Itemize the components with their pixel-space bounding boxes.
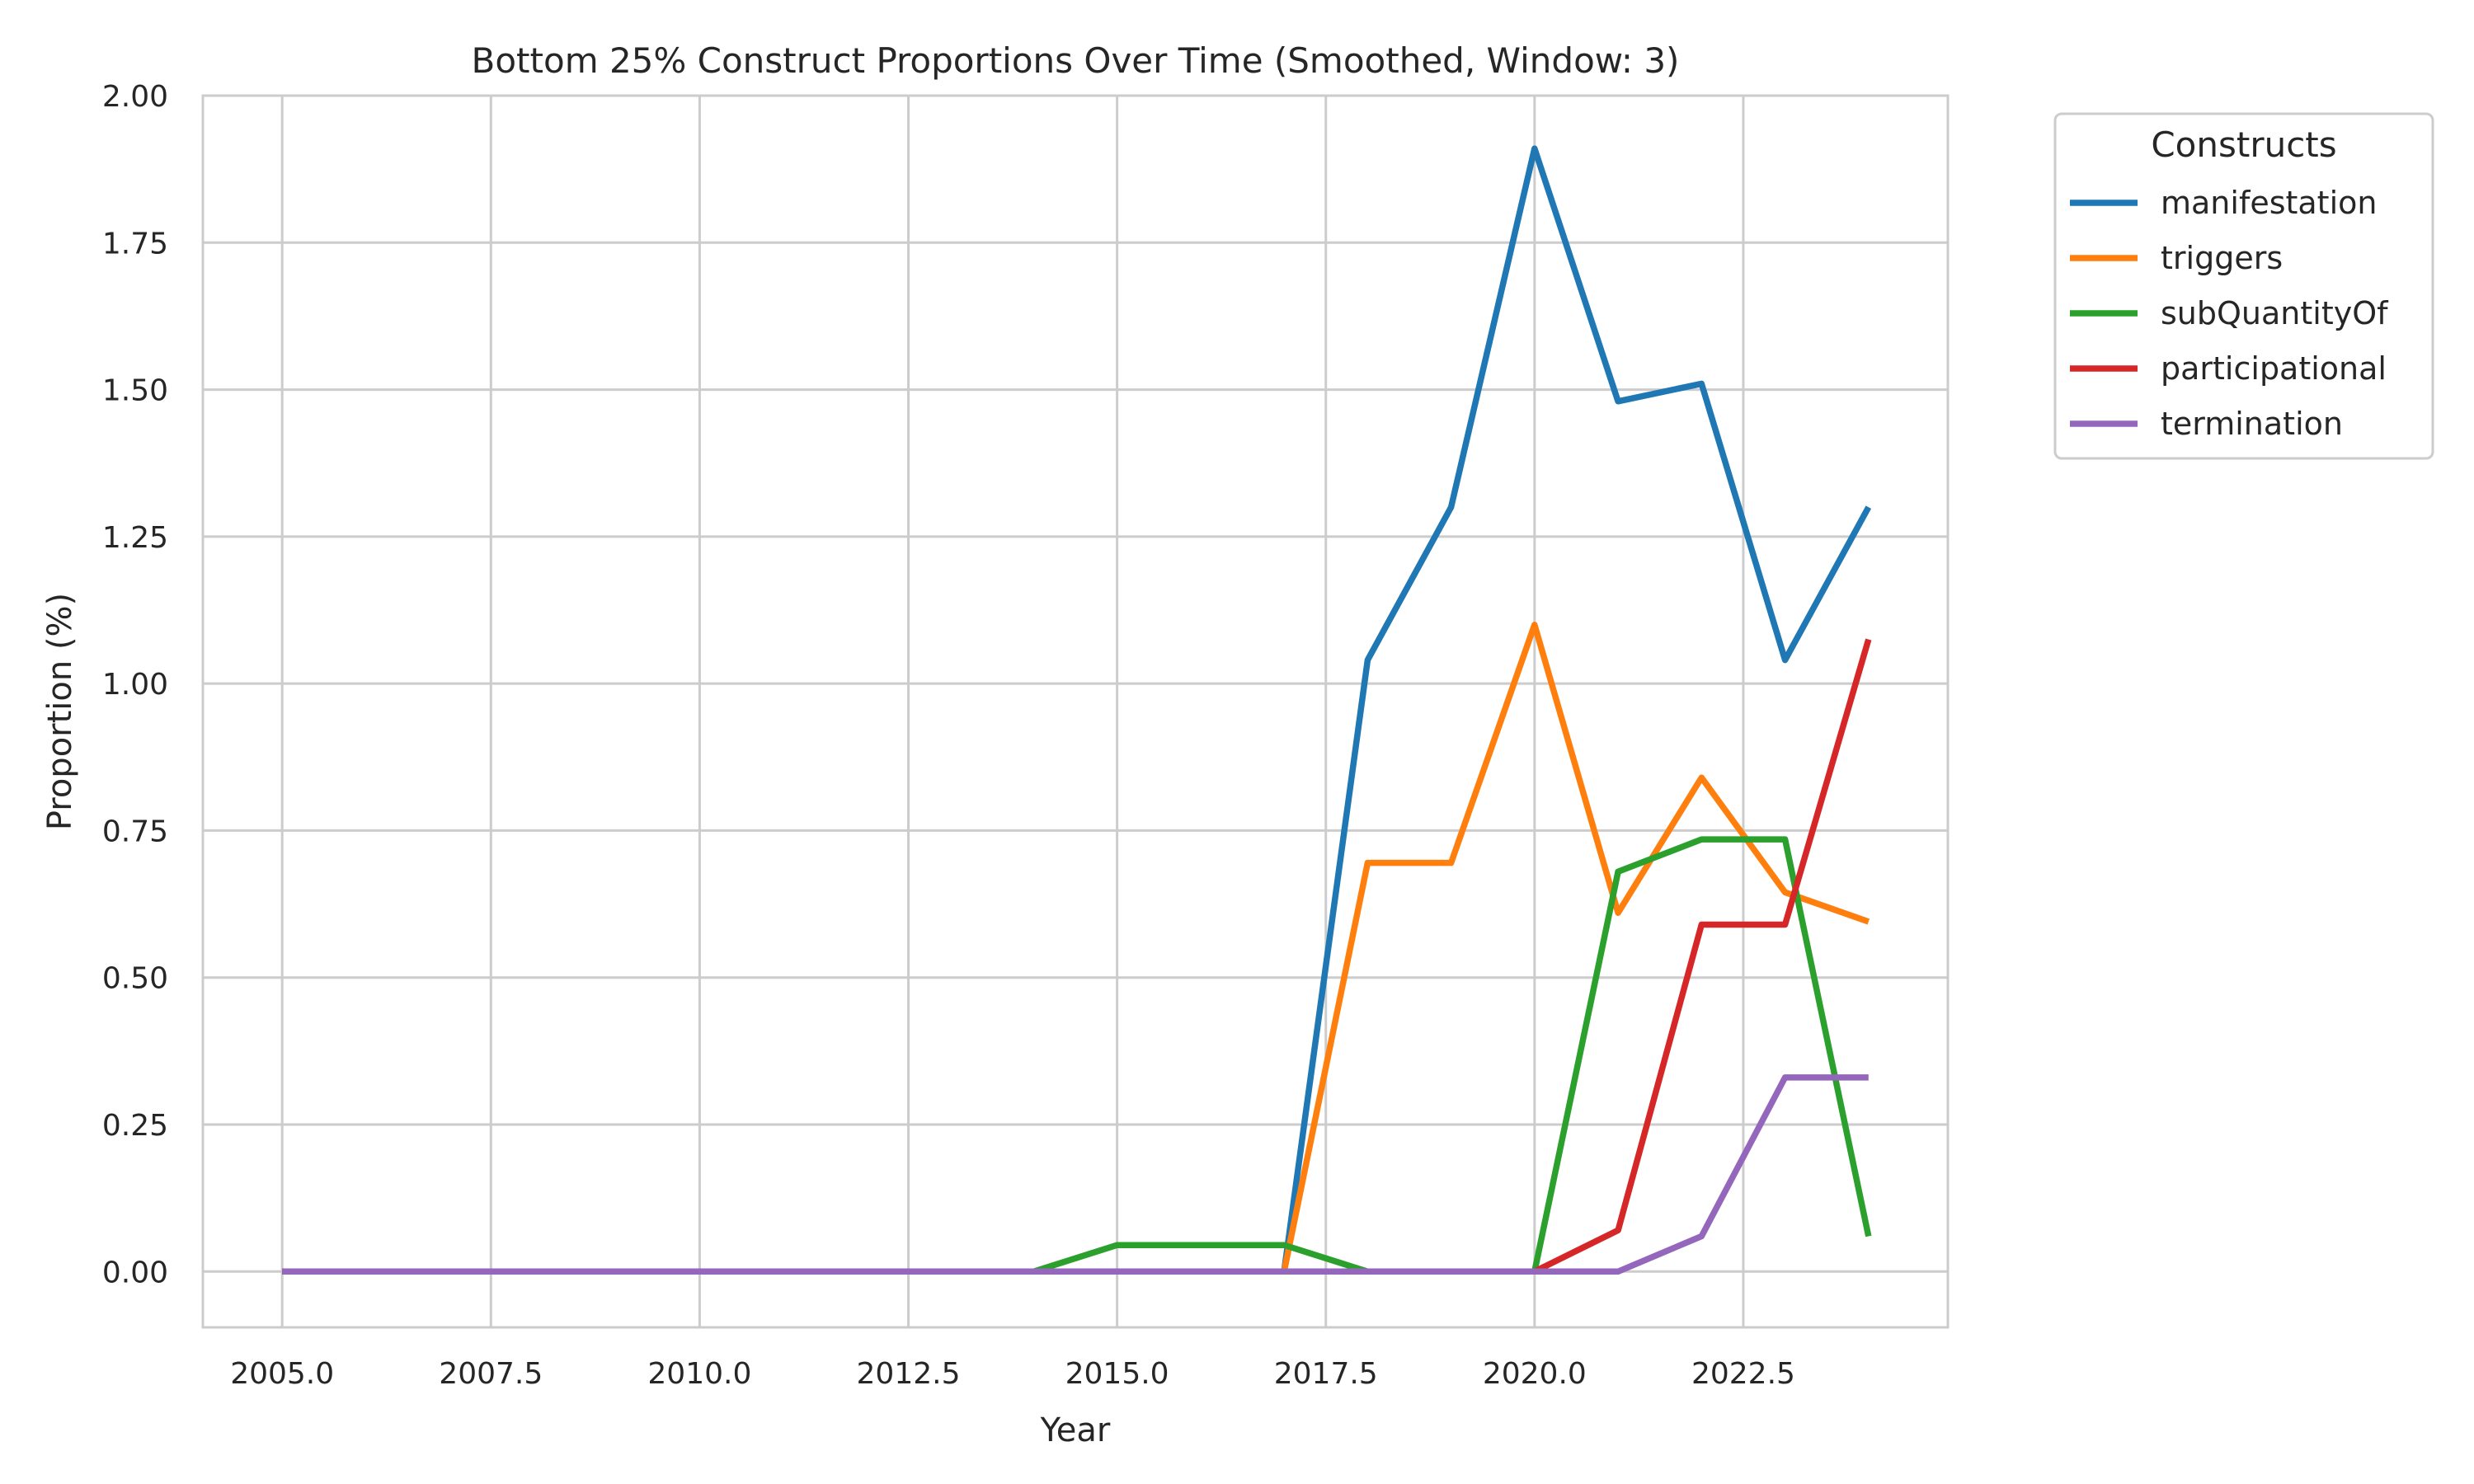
legend: Constructs manifestation triggers subQuant…: [2053, 112, 2434, 460]
legend-label-manifestation: manifestation: [2161, 185, 2377, 221]
y-tick-label: 0.75: [102, 815, 168, 848]
y-tick-label: 1.75: [102, 227, 168, 261]
y-tick-label: 0.00: [102, 1256, 168, 1289]
y-tick-label: 0.50: [102, 962, 168, 996]
series-line-termination: [282, 1074, 1869, 1275]
legend-title: Constructs: [2151, 124, 2336, 165]
x-tick-label: 2007.5: [439, 1357, 543, 1391]
legend-label-participational: participational: [2161, 350, 2387, 387]
x-tick-label: 2015.0: [1065, 1357, 1169, 1391]
y-tick-label: 1.25: [102, 521, 168, 555]
tick-layer: 2005.0 2007.5 2010.0 2012.5 2015.0 2017.5 2020…: [102, 80, 1795, 1391]
chart-title: Bottom 25% Construct Proportions Over Ti…: [472, 40, 1680, 81]
series-line-subQuantityOf: [282, 836, 1872, 1275]
x-tick-label: 2005.0: [230, 1357, 334, 1391]
x-tick-label: 2020.0: [1483, 1357, 1587, 1391]
plot-frame: [201, 94, 1950, 1329]
x-tick-label: 2017.5: [1274, 1357, 1378, 1391]
x-tick-label: 2012.5: [857, 1357, 961, 1391]
y-tick-label: 0.25: [102, 1109, 168, 1143]
grid-layer: [203, 94, 1948, 1327]
y-axis-label: Proportion (%): [41, 593, 79, 830]
legend-label-subQuantityOf: subQuantityOf: [2161, 295, 2389, 331]
series-line-manifestation: [282, 145, 1872, 1275]
legend-label-triggers: triggers: [2161, 240, 2283, 276]
x-tick-label: 2022.5: [1691, 1357, 1795, 1391]
y-tick-label: 1.00: [102, 668, 168, 702]
x-tick-label: 2010.0: [647, 1357, 751, 1391]
legend-box: [2053, 112, 2434, 460]
legend-label-termination: termination: [2161, 406, 2343, 442]
y-tick-label: 2.00: [102, 80, 168, 114]
y-tick-label: 1.50: [102, 374, 168, 408]
x-axis-label: Year: [1040, 1411, 1111, 1449]
series-layer: [282, 145, 1872, 1275]
series-line-participational: [282, 638, 1872, 1275]
legend-items: manifestation triggers subQuantityOf partic…: [2070, 185, 2389, 442]
